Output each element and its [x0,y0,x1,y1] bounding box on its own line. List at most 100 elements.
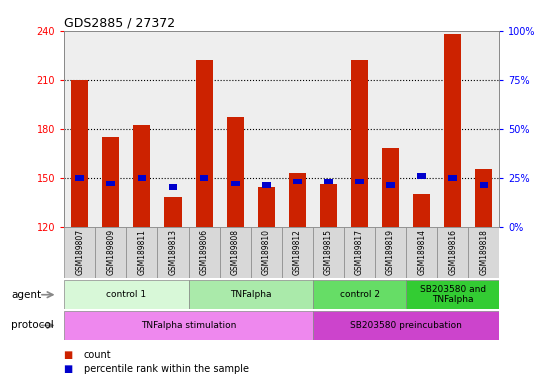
Text: control 1: control 1 [106,290,146,299]
Bar [313,311,499,340]
Text: GSM189809: GSM189809 [107,228,116,275]
Text: GSM189818: GSM189818 [479,228,488,275]
Bar [227,117,244,227]
Bar [220,31,251,227]
Text: GSM189819: GSM189819 [386,228,395,275]
Text: GSM189817: GSM189817 [355,228,364,275]
Bar [313,227,344,278]
Bar [437,227,468,278]
Bar [220,31,251,227]
Text: GSM189807: GSM189807 [75,228,84,275]
Bar [262,182,271,189]
Text: TNFalpha stimulation: TNFalpha stimulation [141,321,236,330]
Text: GSM189808: GSM189808 [230,228,239,275]
Bar [95,227,126,278]
Bar [95,31,126,227]
Bar [417,173,426,179]
Text: GSM189810: GSM189810 [262,228,271,275]
Text: SB203580 preincubation: SB203580 preincubation [350,321,462,330]
Bar [157,31,189,227]
Bar [282,227,313,278]
Bar [157,227,189,278]
Text: GSM189815: GSM189815 [324,228,333,275]
Bar [95,31,126,227]
Bar [406,280,499,309]
Bar [479,182,488,189]
Text: GSM189816: GSM189816 [448,228,457,275]
Bar [64,227,95,278]
Text: GDS2885 / 27372: GDS2885 / 27372 [64,17,175,30]
Bar [386,182,395,189]
Bar [200,175,209,180]
Bar [64,31,95,227]
Bar [189,31,220,227]
Bar [406,227,437,278]
Bar [289,173,306,227]
Bar [126,227,157,278]
Bar [126,31,157,227]
Text: protocol: protocol [11,320,54,331]
Bar [71,80,88,227]
Bar [382,148,399,227]
Text: agent: agent [11,290,41,300]
Bar [406,31,437,227]
Text: GSM189811: GSM189811 [137,228,146,275]
Bar [355,179,364,184]
Text: GSM189812: GSM189812 [293,228,302,275]
Bar [165,197,181,227]
Bar [157,31,189,227]
Text: TNFalpha: TNFalpha [230,290,271,299]
Text: percentile rank within the sample: percentile rank within the sample [84,364,249,374]
Bar [437,31,468,227]
Bar [449,175,457,180]
Bar [468,31,499,227]
Bar [444,34,461,227]
Bar [375,31,406,227]
Bar [169,184,177,190]
Bar [413,194,430,227]
Bar [313,280,406,309]
Bar [293,179,302,184]
Bar [320,184,337,227]
Bar [133,126,151,227]
Bar [375,31,406,227]
Bar [189,227,220,278]
Bar [258,187,275,227]
Bar [313,31,344,227]
Bar [344,227,375,278]
Text: ■: ■ [64,350,76,360]
Text: GSM189813: GSM189813 [169,228,177,275]
Bar [351,60,368,227]
Bar [344,31,375,227]
Text: ■: ■ [64,364,76,374]
Bar [64,31,95,227]
Bar [189,31,220,227]
Bar [251,227,282,278]
Bar [375,227,406,278]
Bar [64,280,189,309]
Bar [475,169,492,227]
Text: GSM189806: GSM189806 [200,228,209,275]
Bar [220,227,251,278]
Bar [64,311,313,340]
Bar [344,31,375,227]
Bar [468,227,499,278]
Text: control 2: control 2 [339,290,379,299]
Bar [102,137,119,227]
Text: count: count [84,350,112,360]
Text: GSM189814: GSM189814 [417,228,426,275]
Bar [189,280,313,309]
Bar [468,31,499,227]
Bar [406,31,437,227]
Bar [324,179,333,184]
Bar [282,31,313,227]
Bar [126,31,157,227]
Bar [437,31,468,227]
Bar [195,60,213,227]
Bar [107,180,115,186]
Bar [251,31,282,227]
Text: SB203580 and
TNFalpha: SB203580 and TNFalpha [420,285,486,305]
Bar [75,175,84,180]
Bar [313,31,344,227]
Bar [251,31,282,227]
